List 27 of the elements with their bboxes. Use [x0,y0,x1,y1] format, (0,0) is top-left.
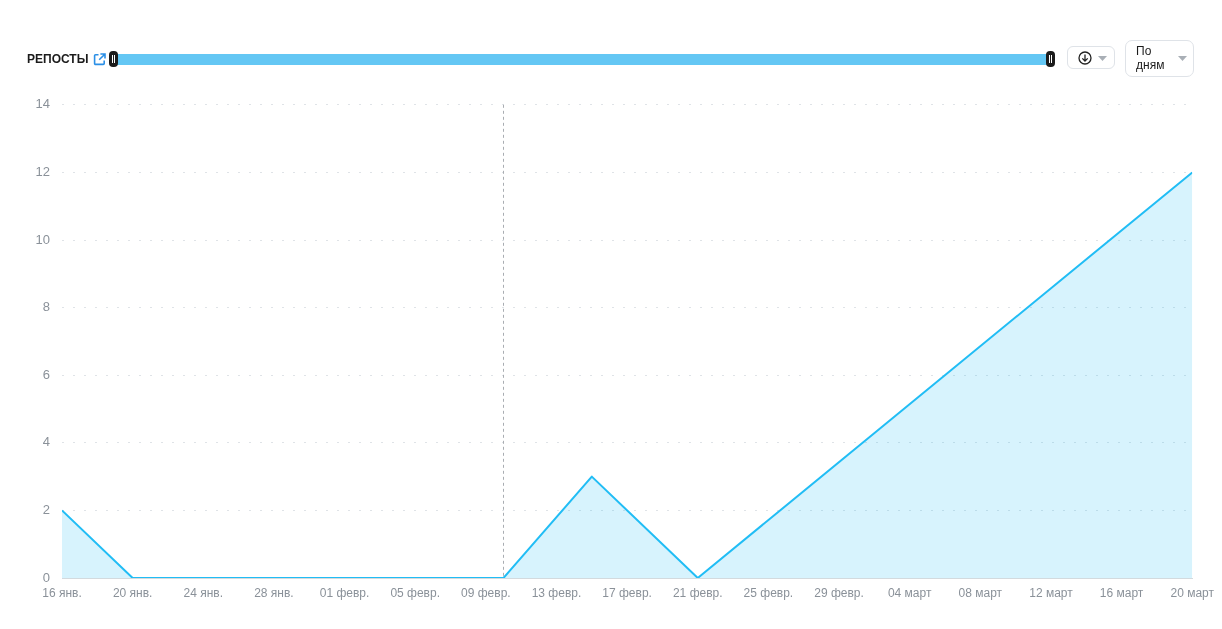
y-tick-label: 2 [42,501,50,517]
y-tick-label: 4 [42,434,50,450]
x-tick-label: 13 февр. [531,585,582,600]
x-tick-label: 12 март [1029,585,1074,600]
x-tick-label: 20 янв. [112,585,153,600]
x-tick-label: 05 февр. [390,585,441,600]
y-tick-label: 6 [42,366,50,382]
x-tick-label: 04 март [887,585,932,600]
x-tick-label: 08 март [958,585,1003,600]
y-tick-label: 0 [42,569,50,585]
x-tick-label: 16 март [1099,585,1144,600]
x-tick-label: 24 янв. [183,585,224,600]
chart-title: РЕПОСТЫ [27,52,89,66]
period-dropdown: По дням [1125,40,1194,77]
x-tick-label: 01 февр. [319,585,370,600]
y-tick-label: 14 [35,96,50,112]
x-tick-label: 17 февр. [602,585,652,600]
x-tick-label: 25 февр. [743,585,794,600]
y-tick-label: 10 [35,231,50,247]
y-tick-label: 8 [42,299,50,315]
y-tick-label: 12 [35,163,50,179]
x-tick-label: 09 февр. [461,585,511,600]
x-tick-label: 28 янв. [254,585,294,600]
x-tick-label: 16 янв. [42,585,82,600]
x-tick-label: 29 февр. [814,585,864,600]
x-tick-label: 21 февр. [672,585,723,600]
x-tick-label: 20 март [1170,585,1215,600]
